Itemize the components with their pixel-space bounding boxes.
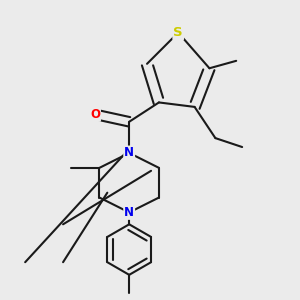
Text: N: N — [124, 146, 134, 160]
Text: S: S — [173, 26, 183, 39]
Text: N: N — [124, 206, 134, 219]
Text: O: O — [90, 108, 100, 121]
